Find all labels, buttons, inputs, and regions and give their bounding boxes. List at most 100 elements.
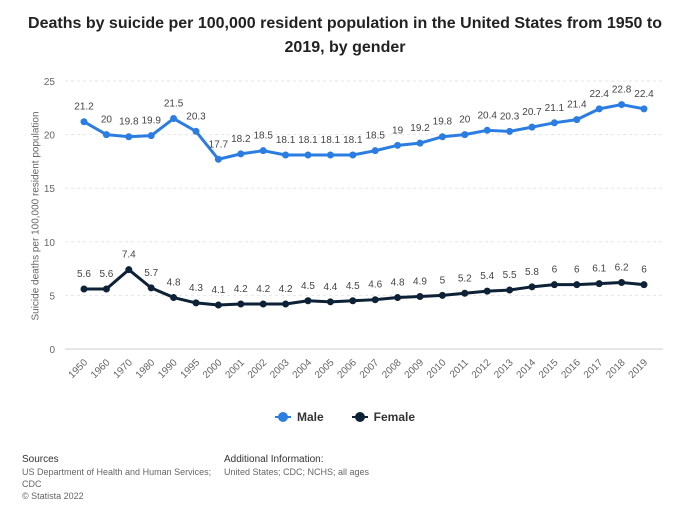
x-tick-label: 2000 [201, 357, 225, 381]
legend-item-female[interactable]: Female [351, 410, 416, 424]
x-tick-label: 1970 [111, 357, 135, 381]
data-label-female: 4.5 [346, 281, 360, 292]
x-tick-label: 2013 [492, 357, 516, 381]
data-label-female: 4.5 [301, 281, 315, 292]
data-label-female: 4.6 [368, 280, 382, 291]
legend-item-male[interactable]: Male [274, 410, 324, 424]
data-label-female: 5.5 [503, 270, 517, 281]
data-point-male [125, 133, 133, 141]
data-label-female: 4.8 [391, 278, 405, 289]
data-label-female: 5.6 [77, 269, 91, 280]
data-point-male [282, 151, 290, 159]
data-label-male: 22.4 [634, 89, 654, 100]
y-tick-label: 25 [44, 77, 56, 88]
data-point-female [573, 281, 581, 289]
chart-title: Deaths by suicide per 100,000 resident p… [28, 15, 662, 56]
data-point-male [394, 141, 402, 149]
data-label-female: 6.1 [592, 264, 606, 275]
data-label-female: 4.2 [234, 284, 248, 295]
data-point-female [550, 281, 558, 289]
data-label-female: 7.4 [122, 250, 136, 261]
x-tick-label: 1995 [179, 357, 203, 381]
series-line-male [83, 103, 645, 161]
x-tick-label: 2004 [291, 357, 315, 381]
x-tick-label: 2017 [582, 357, 606, 381]
data-point-female [483, 287, 491, 295]
data-point-female [214, 301, 222, 309]
x-tick-label: 2011 [448, 357, 471, 380]
data-point-female [326, 298, 334, 306]
data-point-male [416, 139, 424, 147]
x-tick-label: 2008 [380, 357, 404, 381]
data-point-male [304, 151, 312, 159]
x-tick-label: 2003 [268, 357, 292, 381]
sources-block: Sources US Department of Health and Huma… [22, 454, 212, 502]
data-label-female: 4.2 [279, 284, 293, 295]
data-point-male [214, 155, 222, 163]
data-label-male: 18.1 [298, 135, 318, 146]
data-point-male [237, 150, 245, 158]
data-point-male [618, 101, 626, 109]
data-point-male [595, 105, 603, 113]
data-point-female [416, 292, 424, 300]
data-point-male [438, 133, 446, 141]
x-tick-label: 2018 [604, 357, 628, 381]
data-point-female [237, 300, 245, 308]
data-label-male: 20.3 [500, 111, 520, 122]
data-label-female: 6.2 [615, 263, 629, 274]
legend: Male Female [0, 410, 690, 424]
data-point-male [326, 151, 334, 159]
data-label-male: 20.3 [186, 111, 206, 122]
x-tick-label: 1960 [89, 357, 113, 381]
data-label-male: 17.7 [209, 139, 229, 150]
data-point-female [192, 299, 200, 307]
data-label-female: 4.9 [413, 276, 427, 287]
data-point-female [371, 296, 379, 304]
x-tick-label: 2010 [425, 357, 449, 381]
y-tick-label: 20 [44, 131, 56, 142]
data-point-female [147, 284, 155, 292]
x-tick-label: 2002 [246, 357, 270, 381]
data-point-male [640, 105, 648, 113]
data-label-male: 18.5 [253, 131, 273, 142]
additional-info-block: Additional Information: United States; C… [224, 454, 464, 478]
data-label-male: 18.1 [276, 135, 296, 146]
data-label-female: 4.2 [256, 284, 270, 295]
data-label-male: 19.8 [433, 117, 453, 128]
data-point-female [506, 286, 514, 294]
data-point-female [618, 279, 626, 287]
x-tick-label: 1980 [134, 357, 158, 381]
data-point-male [483, 126, 491, 134]
data-label-female: 4.8 [167, 278, 181, 289]
data-label-male: 21.2 [74, 102, 94, 113]
y-tick-label: 0 [49, 345, 55, 356]
data-label-female: 6 [552, 265, 558, 276]
line-chart: 0510152025195019601970198019901995200020… [44, 77, 663, 381]
x-tick-label: 2006 [335, 357, 359, 381]
data-label-male: 19.9 [141, 116, 161, 127]
data-point-female [349, 297, 357, 305]
data-label-male: 18.5 [365, 131, 385, 142]
data-point-female [595, 280, 603, 288]
data-point-male [371, 147, 379, 155]
data-label-male: 21.1 [545, 103, 565, 114]
data-point-male [573, 116, 581, 124]
data-label-female: 4.1 [211, 285, 225, 296]
data-point-male [550, 119, 558, 127]
data-label-female: 4.4 [323, 282, 337, 293]
x-tick-label: 1950 [67, 357, 91, 381]
data-point-female [80, 285, 88, 293]
additional-info-heading: Additional Information: [224, 454, 324, 465]
data-point-male [80, 118, 88, 126]
data-point-male [506, 127, 514, 135]
legend-label-female: Female [373, 410, 416, 424]
y-tick-label: 10 [44, 238, 56, 249]
data-point-male [147, 132, 155, 140]
sources-heading: Sources [22, 454, 59, 465]
data-point-female [394, 294, 402, 302]
data-label-male: 19 [392, 125, 404, 136]
data-point-male [170, 115, 178, 123]
x-tick-label: 2009 [403, 357, 427, 381]
data-label-female: 6 [641, 265, 647, 276]
data-point-female [304, 297, 312, 305]
